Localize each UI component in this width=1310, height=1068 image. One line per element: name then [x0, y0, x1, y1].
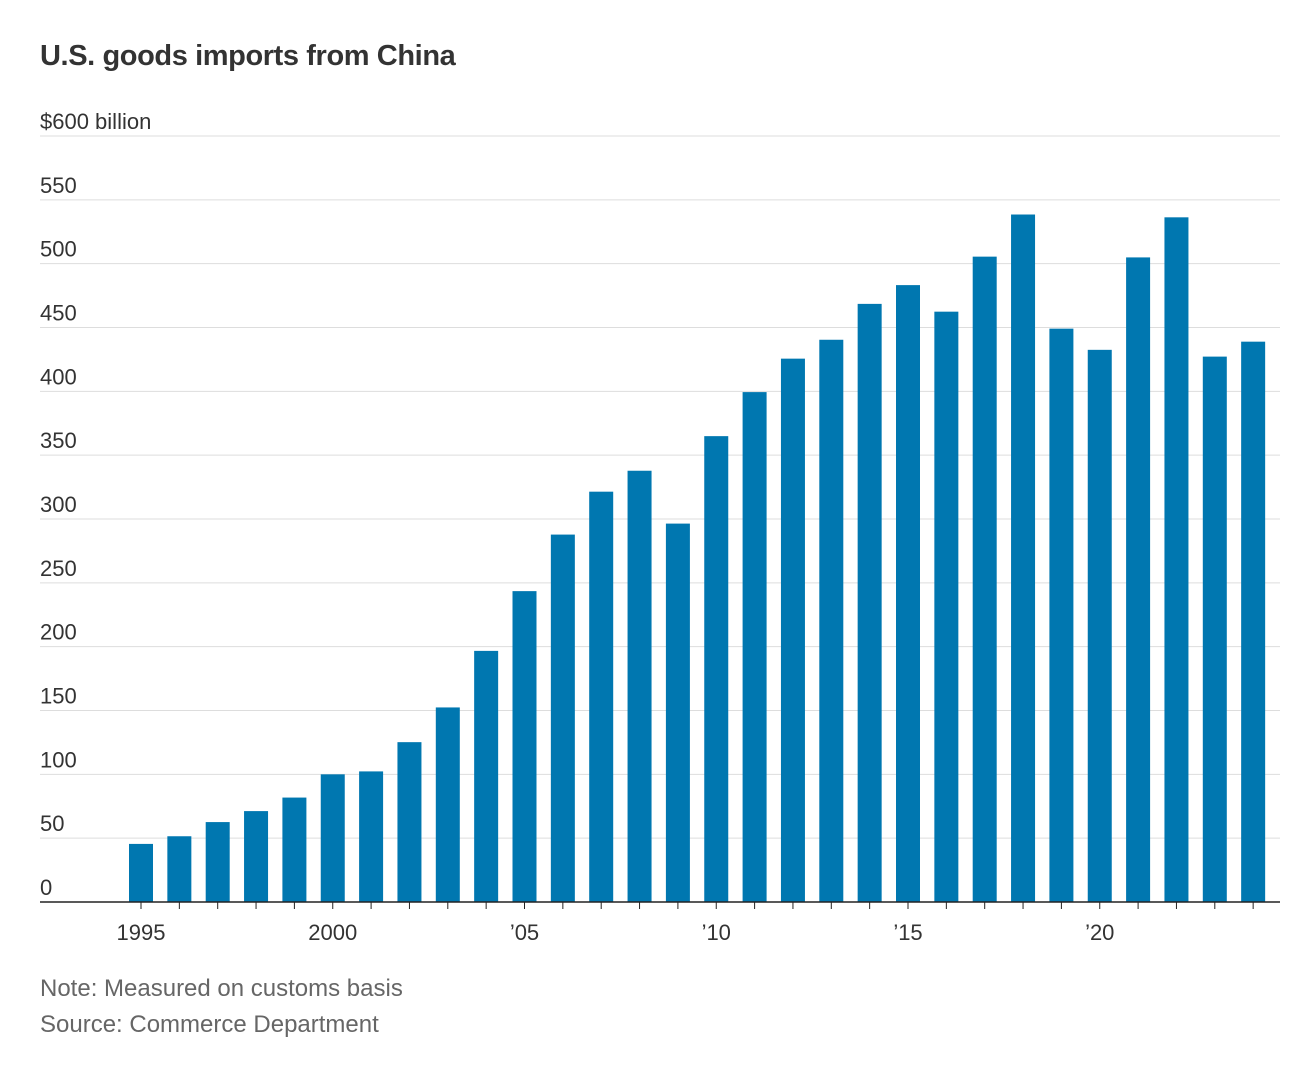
- bar-2024: [1241, 341, 1266, 902]
- x-tick-label: 1995: [117, 920, 166, 945]
- x-tick-label: ’15: [893, 920, 922, 945]
- x-tick-label: ’05: [510, 920, 539, 945]
- y-tick-label: $600 billion: [40, 109, 151, 134]
- bar-chart: 0 50 100 150 200 250 300 350 400 450 500 550 $600 bi…: [40, 109, 1280, 945]
- bar-2011: [742, 392, 767, 902]
- bar-2021: [1126, 257, 1151, 902]
- y-tick-label: 100: [40, 747, 77, 772]
- bars: [129, 214, 1266, 903]
- bar-2019: [1049, 328, 1074, 902]
- bar-1997: [205, 822, 230, 902]
- bar-2009: [665, 523, 690, 902]
- bar-2023: [1202, 356, 1227, 902]
- bar-1998: [244, 811, 269, 902]
- bar-2000: [320, 774, 345, 902]
- bar-1996: [167, 836, 192, 902]
- bar-2015: [896, 285, 920, 902]
- x-tick-label: ’20: [1085, 920, 1114, 945]
- chart-note: Note: Measured on customs basis: [40, 975, 403, 1002]
- bar-2018: [1011, 214, 1036, 902]
- y-tick-label: 250: [40, 556, 77, 581]
- bar-1995: [129, 843, 153, 902]
- y-axis-labels: 0 50 100 150 200 250 300 350 400 450 500 550 $600 bi…: [40, 109, 151, 900]
- y-tick-label: 300: [40, 492, 77, 517]
- y-tick-label: 400: [40, 364, 77, 389]
- bar-2012: [780, 358, 805, 902]
- bar-2014: [857, 303, 882, 902]
- bar-2013: [819, 339, 844, 902]
- bar-2010: [704, 436, 729, 902]
- bar-2001: [359, 771, 384, 902]
- y-tick-label: 150: [40, 684, 77, 709]
- bar-1999: [282, 797, 307, 902]
- bar-2006: [550, 534, 575, 902]
- y-tick-label: 200: [40, 620, 77, 645]
- x-tick-label: 2000: [308, 920, 357, 945]
- y-tick-label: 350: [40, 428, 77, 453]
- bar-2002: [397, 742, 422, 902]
- bar-2005: [512, 591, 537, 902]
- bar-2016: [934, 311, 959, 902]
- y-tick-label: 500: [40, 237, 77, 262]
- y-tick-label: 0: [40, 875, 52, 900]
- gridlines: [40, 135, 1280, 839]
- chart-title: U.S. goods imports from China: [40, 40, 456, 72]
- bar-2004: [474, 650, 499, 902]
- bar-2017: [972, 256, 997, 902]
- y-tick-label: 550: [40, 173, 77, 198]
- x-axis: 1995 2000 ’05 ’10 ’15 ’20: [117, 902, 1254, 945]
- y-tick-label: 50: [40, 811, 64, 836]
- bar-2007: [589, 491, 614, 902]
- bar-2022: [1164, 217, 1189, 902]
- y-tick-label: 450: [40, 301, 77, 326]
- bar-2008: [627, 470, 652, 902]
- x-tick-label: ’10: [702, 920, 731, 945]
- chart-source: Source: Commerce Department: [40, 1011, 379, 1038]
- bar-2003: [435, 707, 460, 902]
- bar-2020: [1087, 349, 1112, 903]
